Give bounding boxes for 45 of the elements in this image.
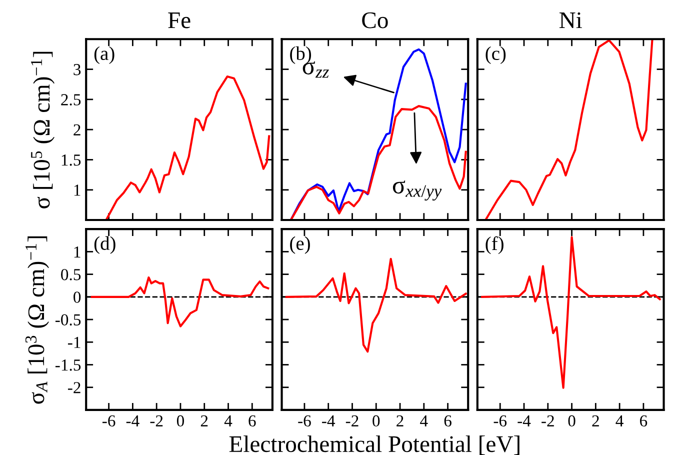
x-tick-label: 2 (200, 415, 208, 426)
x-tick-label: 4 (224, 415, 232, 426)
x-tick-label: -4 (518, 415, 531, 426)
annotation: (a) (94, 46, 114, 64)
x-tick-label: 6 (248, 415, 256, 427)
x-tick-label: -6 (102, 415, 116, 427)
x-tick-label: 2 (592, 415, 599, 426)
y-tick-label: 2 (74, 124, 80, 136)
x-tick-label: 4 (616, 415, 624, 426)
x-tick-label: 6 (640, 415, 648, 427)
y-tick-label: 0.5 (61, 268, 81, 280)
y-tick-label: -0.5 (55, 314, 81, 326)
y-axis-title: σ [10$^{5}$ (Ω cm)$^{−1}$] (31, 52, 55, 208)
x-tick-label: -2 (542, 415, 554, 426)
x-tick-label: 0 (372, 415, 380, 427)
chart-title: Ni (559, 12, 582, 28)
x-tick-label: 2 (396, 415, 404, 426)
chart-title: Co (362, 12, 388, 28)
x-axis-title: Electrochemical Potential [eV] (229, 435, 520, 455)
y-tick-label: -1 (68, 336, 80, 348)
y-tick-label: 3 (74, 64, 81, 76)
x-tick-label: 6 (444, 415, 452, 427)
annotation: (f) (486, 236, 504, 254)
y-tick-label: 1 (74, 184, 80, 196)
y-tick-label: -1.5 (55, 360, 81, 371)
chart-title: Fe (168, 12, 190, 28)
x-tick-label: -4 (322, 415, 336, 426)
y-tick-label: 1 (74, 246, 80, 258)
annotation: (c) (486, 46, 506, 64)
y-axis-title: σ$_{A}$ [10$^{3}$ (Ω cm)$^{−1}$] (25, 236, 50, 404)
x-tick-label: 4 (420, 415, 428, 426)
annotation: σ$_{xx/yy}$ (392, 180, 442, 201)
x-tick-label: -6 (298, 415, 311, 427)
x-tick-label: -4 (126, 415, 140, 426)
annotation: (d) (94, 236, 116, 254)
x-tick-label: -2 (346, 415, 358, 426)
x-tick-label: 0 (176, 415, 184, 427)
x-tick-label: 0 (568, 415, 576, 427)
x-tick-label: -2 (150, 415, 163, 426)
annotation: (e) (290, 236, 310, 254)
x-tick-label: -6 (494, 415, 507, 427)
y-tick-label: 1.5 (62, 154, 81, 166)
y-tick-label: -2 (68, 382, 80, 394)
y-tick-label: 2.5 (61, 94, 81, 106)
y-tick-label: 0 (74, 292, 81, 303)
